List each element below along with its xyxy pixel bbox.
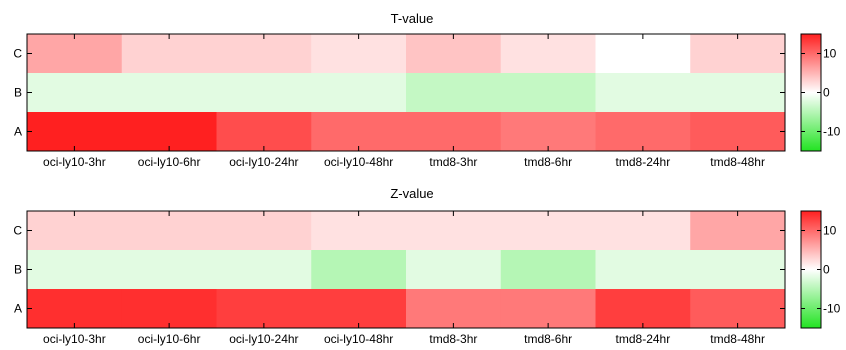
- y-tick-label: C: [13, 224, 22, 238]
- colorbar-tick-label: -10: [823, 125, 841, 139]
- x-tick-label: oci-ly10-24hr: [229, 332, 298, 346]
- colorbar: 10 0 -10: [800, 33, 841, 152]
- heatmap-cell: [690, 289, 786, 329]
- heatmap-cell: [216, 250, 312, 290]
- heatmap-cell: [311, 112, 407, 152]
- colorbar-tick-label: -10: [823, 302, 841, 316]
- heatmap-cell: [406, 34, 502, 74]
- axis-ticks: [27, 211, 785, 328]
- heatmap-cell: [595, 73, 691, 113]
- x-tick-label: oci-ly10-24hr: [229, 155, 298, 169]
- x-tick-label: oci-ly10-48hr: [324, 332, 393, 346]
- heatmap-cells: [27, 34, 786, 152]
- heatmap-cell: [311, 250, 407, 290]
- heatmap-cell: [27, 211, 123, 251]
- heatmap-cells: [27, 211, 786, 329]
- axis-ticks: [27, 34, 785, 151]
- y-tick-label: A: [14, 125, 22, 139]
- chart-title: T-value: [391, 11, 434, 26]
- heatmap-cell: [406, 211, 502, 251]
- y-tick-label: B: [14, 86, 22, 100]
- x-axis-labels: oci-ly10-3hr oci-ly10-6hr oci-ly10-24hr oci…: [43, 332, 765, 346]
- x-tick-label: tmd8-3hr: [429, 332, 477, 346]
- heatmap-cell: [406, 112, 502, 152]
- heatmap-cell: [216, 112, 312, 152]
- colorbar-tick-label: 0: [823, 263, 830, 277]
- x-axis-labels: oci-ly10-3hr oci-ly10-6hr oci-ly10-24hr oci…: [43, 155, 765, 169]
- heatmap-cell: [311, 211, 407, 251]
- x-tick-label: tmd8-48hr: [710, 332, 765, 346]
- y-tick-label: A: [14, 302, 22, 316]
- heatmap-cell: [500, 73, 596, 113]
- heatmap-cell: [121, 211, 217, 251]
- chart-title: Z-value: [390, 186, 433, 201]
- x-tick-label: oci-ly10-48hr: [324, 155, 393, 169]
- heatmap-cell: [500, 289, 596, 329]
- heatmap-cell: [121, 250, 217, 290]
- x-tick-label: tmd8-24hr: [616, 332, 671, 346]
- x-tick-label: oci-ly10-3hr: [43, 332, 106, 346]
- y-tick-label: C: [13, 47, 22, 61]
- x-tick-label: tmd8-6hr: [524, 332, 572, 346]
- heatmap-cell: [406, 250, 502, 290]
- y-tick-label: B: [14, 263, 22, 277]
- heatmap-cell: [27, 112, 123, 152]
- heatmap-cell: [595, 289, 691, 329]
- x-tick-label: tmd8-48hr: [710, 155, 765, 169]
- heatmap-cell: [121, 73, 217, 113]
- heatmap-cell: [690, 73, 786, 113]
- heatmap-cell: [27, 34, 123, 74]
- heatmap-cell: [690, 112, 786, 152]
- heatmap-cell: [500, 112, 596, 152]
- heatmap-cell: [121, 34, 217, 74]
- heatmap-cell: [216, 289, 312, 329]
- heatmap-cell: [690, 250, 786, 290]
- heatmap-cell: [406, 73, 502, 113]
- heatmap-cell: [406, 289, 502, 329]
- heatmap-cell: [690, 34, 786, 74]
- heatmap-cell: [311, 34, 407, 74]
- colorbar-tick-label: 0: [823, 86, 830, 100]
- heatmap-cell: [121, 289, 217, 329]
- x-tick-label: oci-ly10-6hr: [138, 155, 201, 169]
- heatmap-panel-t-value: T-value CBA oci-ly10-3hr oci-ly10-6hr oci-…: [13, 11, 840, 169]
- heatmap-cell: [216, 34, 312, 74]
- heatmap-cell: [595, 34, 691, 74]
- colorbar-tick-label: 10: [823, 224, 837, 238]
- heatmap-cell: [595, 112, 691, 152]
- heatmap-panel-z-value: Z-value CBA oci-ly10-3hr oci-ly10-6hr oci-…: [13, 186, 840, 346]
- heatmap-cell: [121, 112, 217, 152]
- y-axis-labels: C B A: [13, 47, 22, 139]
- x-tick-label: oci-ly10-6hr: [138, 332, 201, 346]
- heatmap-cell: [500, 34, 596, 74]
- heatmap-cell: [311, 289, 407, 329]
- y-axis-labels: C B A: [13, 224, 22, 316]
- heatmap-cell: [500, 250, 596, 290]
- heatmap-cell: [690, 211, 786, 251]
- heatmap-cell: [216, 73, 312, 113]
- heatmap-cell: [27, 73, 123, 113]
- x-tick-label: tmd8-6hr: [524, 155, 572, 169]
- x-tick-label: tmd8-3hr: [429, 155, 477, 169]
- heatmap-cell: [311, 73, 407, 113]
- colorbar: 10 0 -10: [800, 210, 841, 329]
- heatmap-cell: [500, 211, 596, 251]
- heatmap-cell: [595, 211, 691, 251]
- heatmap-cell: [595, 250, 691, 290]
- heatmap-cell: [216, 211, 312, 251]
- heatmap-cell: [27, 289, 123, 329]
- x-tick-label: oci-ly10-3hr: [43, 155, 106, 169]
- x-tick-label: tmd8-24hr: [616, 155, 671, 169]
- heatmap-cell: [27, 250, 123, 290]
- colorbar-tick-label: 10: [823, 47, 837, 61]
